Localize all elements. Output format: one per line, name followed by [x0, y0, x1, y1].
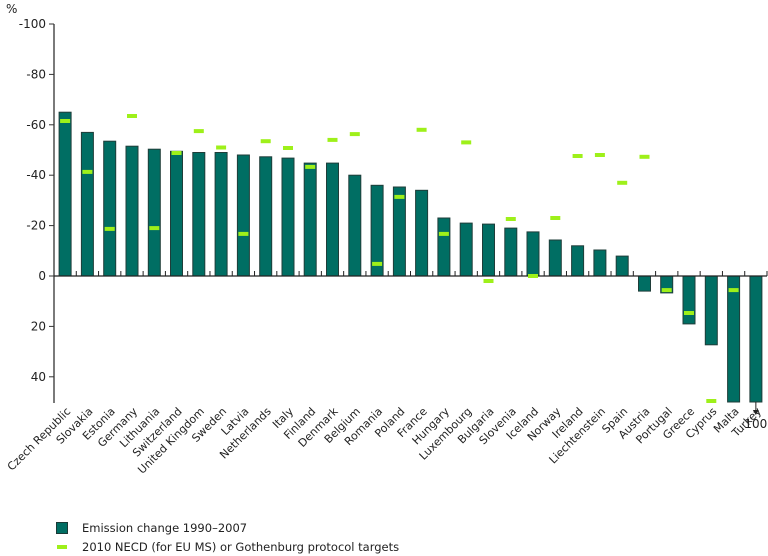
target-marker-ireland — [572, 154, 583, 158]
bar-latvia — [236, 154, 250, 277]
target-marker-switzerland — [171, 151, 182, 155]
bar-estonia — [103, 140, 117, 277]
bar-netherlands — [259, 156, 273, 277]
legend-item-targets: 2010 NECD (for EU MS) or Gothenburg prot… — [56, 537, 399, 556]
legend: Emission change 1990–2007 2010 NECD (for… — [56, 518, 399, 556]
bar-turkey — [749, 275, 763, 403]
bar-luxembourg — [459, 222, 473, 277]
y-tick-label: 40 — [31, 370, 46, 384]
bars-group — [58, 111, 763, 403]
y-tick-label: -100 — [19, 17, 46, 31]
bar-czech-republic — [58, 111, 72, 277]
bar-denmark — [326, 162, 339, 277]
legend-label: 2010 NECD (for EU MS) or Gothenburg prot… — [82, 539, 400, 554]
bar-ireland — [571, 245, 585, 277]
target-marker-estonia — [104, 226, 115, 231]
bar-france — [415, 189, 429, 277]
bar-bulgaria — [482, 223, 495, 277]
target-marker-portugal — [661, 288, 672, 293]
bar-switzerland — [170, 150, 183, 277]
bar-norway — [548, 239, 562, 277]
target-marker-hungary — [438, 231, 449, 236]
target-marker-denmark — [327, 137, 338, 142]
bar-austria — [638, 275, 651, 292]
target-marker-france — [416, 127, 427, 132]
target-marker-malta — [728, 288, 739, 293]
bar-iceland — [526, 231, 540, 277]
bar-sweden — [214, 152, 228, 277]
target-marker-spain — [617, 180, 628, 185]
bar-slovenia — [504, 227, 518, 277]
target-marker-finland — [305, 164, 316, 169]
bar-malta — [727, 275, 741, 403]
target-marker-lithuania — [149, 226, 160, 231]
legend-swatch-bar — [56, 521, 68, 534]
target-marker-slovenia — [505, 217, 516, 221]
target-marker-latvia — [238, 231, 249, 236]
category-labels: Czech RepublicSlovakiaEstoniaGermanyLith… — [5, 404, 764, 476]
legend-label: Emission change 1990–2007 — [82, 520, 248, 535]
bar-germany — [125, 145, 139, 277]
target-marker-sweden — [216, 145, 227, 150]
target-marker-germany — [127, 114, 137, 118]
bar-united-kingdom — [192, 152, 206, 277]
target-marker-italy — [283, 146, 293, 150]
targets-group — [60, 114, 739, 403]
target-marker-united-kingdom — [193, 129, 204, 134]
target-marker-iceland — [528, 274, 538, 278]
bar-hungary — [437, 217, 451, 277]
target-marker-bulgaria — [483, 279, 494, 283]
bar-poland — [392, 186, 406, 277]
target-marker-liechtenstein — [594, 153, 605, 157]
y-tick-label: -80 — [26, 67, 46, 81]
target-marker-netherlands — [260, 139, 271, 144]
y-tick-label: 20 — [31, 319, 46, 333]
target-marker-romania — [372, 261, 383, 266]
target-marker-czech-republic — [60, 119, 71, 123]
bar-greece — [682, 275, 696, 325]
target-marker-slovakia — [82, 169, 93, 174]
target-marker-belgium — [349, 132, 360, 137]
target-marker-cyprus — [706, 399, 717, 403]
legend-swatch-target — [57, 544, 67, 549]
annotation-label: 100 — [744, 417, 767, 431]
y-tick-label: 0 — [38, 269, 46, 283]
y-tick-label: -20 — [26, 219, 46, 233]
y-axis-unit-label: % — [6, 2, 17, 16]
bar-italy — [281, 157, 295, 277]
target-marker-greece — [684, 311, 694, 315]
y-tick-label: -60 — [26, 118, 46, 132]
target-marker-norway — [550, 216, 561, 220]
bar-cyprus — [704, 275, 718, 346]
bar-belgium — [348, 174, 362, 277]
bar-spain — [615, 255, 629, 277]
target-marker-austria — [639, 154, 650, 159]
bar-liechtenstein — [593, 249, 607, 277]
legend-item-emission-change: Emission change 1990–2007 — [56, 518, 399, 537]
y-tick-label: -40 — [26, 168, 46, 182]
target-marker-luxembourg — [461, 140, 472, 145]
bar-finland — [303, 162, 317, 277]
target-marker-poland — [394, 194, 405, 199]
bar-slovakia — [80, 131, 94, 277]
annotations: 100 — [744, 402, 767, 431]
bar-lithuania — [147, 148, 161, 277]
x-axis — [54, 271, 768, 277]
overflow-arrow-icon — [752, 410, 759, 415]
y-axis: -100 -80 -60 -40 -20 0 20 40 — [19, 17, 55, 403]
